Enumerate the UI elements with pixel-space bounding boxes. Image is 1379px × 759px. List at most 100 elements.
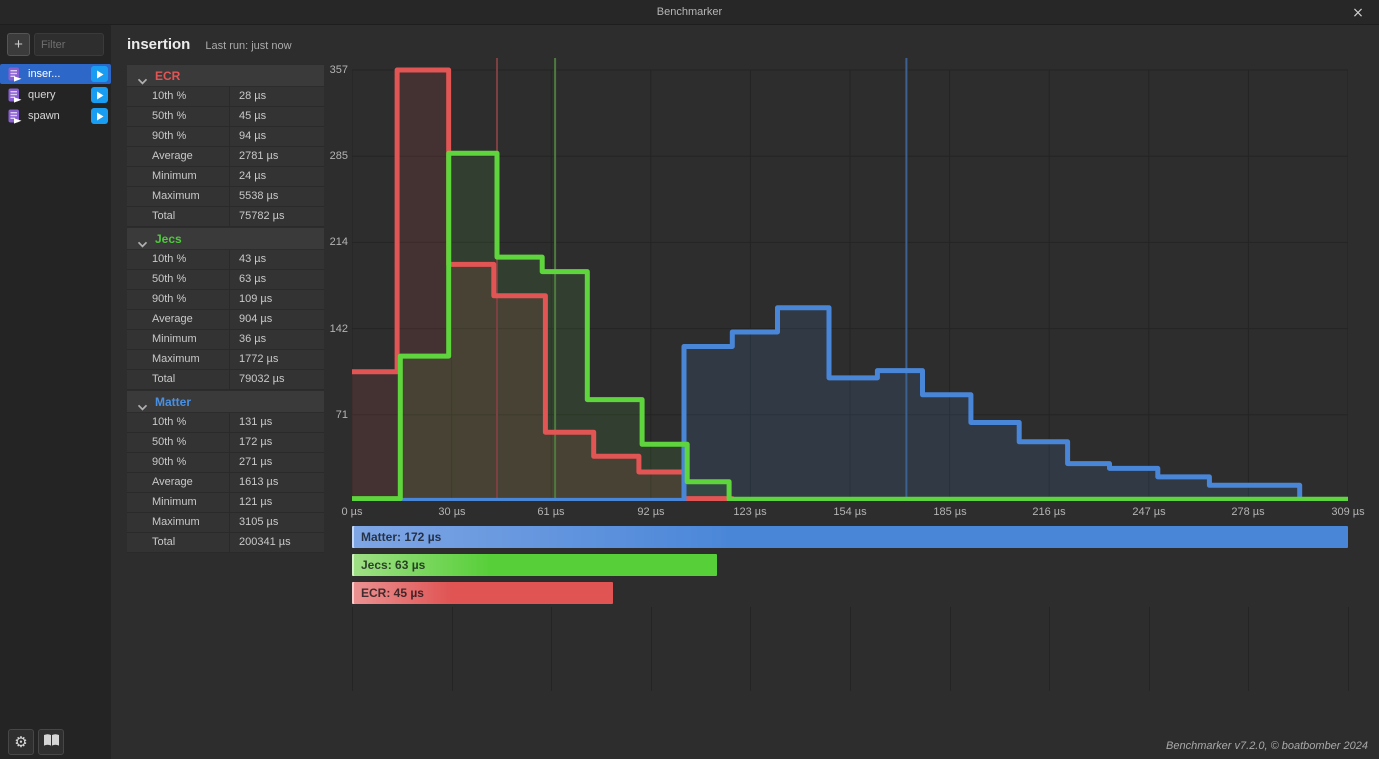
script-icon (8, 67, 22, 82)
grid-line (750, 607, 751, 691)
stats-section-title: Matter (155, 394, 192, 409)
legend-bar-ecr: ECR: 45 µs (352, 582, 613, 604)
stats-section-title: Jecs (155, 231, 182, 246)
grid-line (1149, 607, 1150, 691)
grid-line (850, 607, 851, 691)
y-axis-tick: 357 (329, 64, 348, 76)
stat-value: 63 µs (239, 273, 267, 285)
stat-value: 109 µs (239, 293, 273, 305)
stat-value: 1613 µs (239, 476, 279, 488)
stat-row: 10th % 28 µs (127, 87, 324, 107)
chevron-down-icon (137, 235, 148, 248)
chevron-down-icon (137, 398, 148, 411)
legend-bar-label: Jecs: 63 µs (361, 558, 426, 572)
legend-bar-label: Matter: 172 µs (361, 530, 442, 544)
y-axis-tick: 285 (329, 150, 348, 162)
stat-row: Average 1613 µs (127, 473, 324, 493)
legend-bar-matter: Matter: 172 µs (352, 526, 1348, 548)
stat-row: 50th % 63 µs (127, 270, 324, 290)
stats-section-title: ECR (155, 68, 181, 83)
book-icon (43, 733, 60, 751)
sidebar-item-spawn[interactable]: spawn (0, 106, 111, 126)
stats-section-header-jecs[interactable]: Jecs (127, 227, 324, 250)
stat-value: 271 µs (239, 456, 273, 468)
stat-row: Maximum 3105 µs (127, 513, 324, 533)
stat-row: Minimum 24 µs (127, 167, 324, 187)
stat-row: 90th % 94 µs (127, 127, 324, 147)
stats-section-header-ecr[interactable]: ECR (127, 64, 324, 87)
stat-value: 79032 µs (239, 373, 285, 385)
histogram-plot (352, 58, 1348, 501)
run-button[interactable] (91, 108, 108, 124)
filter-input[interactable] (34, 33, 104, 56)
stat-label: 10th % (127, 413, 230, 432)
sidebar-item-inser[interactable]: inser... (0, 64, 111, 84)
stat-row: 90th % 271 µs (127, 453, 324, 473)
stat-label: 90th % (127, 290, 230, 309)
grid-line (452, 607, 453, 691)
run-button[interactable] (91, 66, 108, 82)
stat-label: Maximum (127, 187, 230, 206)
gear-icon: ⚙ (14, 733, 28, 751)
stat-row: 50th % 45 µs (127, 107, 324, 127)
x-axis-tick: 216 µs (1032, 506, 1066, 518)
stat-row: Total 79032 µs (127, 370, 324, 390)
stat-label: Total (127, 370, 230, 389)
play-icon (96, 112, 103, 120)
sidebar-item-label: inser... (28, 68, 61, 80)
stat-row: Total 200341 µs (127, 533, 324, 553)
page-title: insertion (127, 36, 191, 53)
stat-label: 90th % (127, 127, 230, 146)
stat-value: 75782 µs (239, 210, 285, 222)
grid-line (551, 607, 552, 691)
stat-label: Average (127, 310, 230, 329)
stat-value: 94 µs (239, 130, 267, 142)
window-title: Benchmarker (656, 6, 723, 18)
benchmark-list: inser... query spawn (0, 64, 111, 127)
stat-label: 10th % (127, 250, 230, 269)
x-axis-tick: 92 µs (637, 506, 665, 518)
docs-button[interactable] (38, 729, 64, 755)
x-axis-tick: 61 µs (537, 506, 565, 518)
stat-row: 10th % 43 µs (127, 250, 324, 270)
play-icon (96, 91, 103, 99)
main-area: insertion Last run: just now ECR 10th % 28… (111, 25, 1379, 759)
stat-value: 904 µs (239, 313, 273, 325)
script-icon (8, 109, 22, 124)
stat-row: 50th % 172 µs (127, 433, 324, 453)
stat-value: 172 µs (239, 436, 273, 448)
sidebar-item-label: query (28, 89, 56, 101)
stat-label: 10th % (127, 87, 230, 106)
settings-button[interactable]: ⚙ (8, 729, 34, 755)
stats-section-header-matter[interactable]: Matter (127, 390, 324, 413)
y-axis-tick: 214 (329, 236, 348, 248)
stat-value: 43 µs (239, 253, 267, 265)
stat-value: 45 µs (239, 110, 267, 122)
stat-label: 50th % (127, 270, 230, 289)
stat-row: 10th % 131 µs (127, 413, 324, 433)
titlebar: Benchmarker × (0, 0, 1379, 25)
x-axis-tick: 123 µs (733, 506, 767, 518)
sidebar-item-query[interactable]: query (0, 85, 111, 105)
stat-row: 90th % 109 µs (127, 290, 324, 310)
chart: 71 142 214 285 357 0 µs 30 µs 61 µs 92 µs 123 µs… (330, 58, 1365, 708)
grid-line (1348, 607, 1349, 691)
run-button[interactable] (91, 87, 108, 103)
stat-value: 1772 µs (239, 353, 279, 365)
x-axis-tick: 0 µs (341, 506, 363, 518)
y-axis-tick: 71 (335, 409, 348, 421)
stat-value: 200341 µs (239, 536, 291, 548)
grid-line (651, 607, 652, 691)
stat-label: Minimum (127, 330, 230, 349)
stat-row: Total 75782 µs (127, 207, 324, 227)
add-benchmark-button[interactable]: + (7, 33, 30, 56)
stat-row: Minimum 36 µs (127, 330, 324, 350)
stat-label: 90th % (127, 453, 230, 472)
close-button[interactable]: × (1347, 0, 1369, 25)
stat-label: 50th % (127, 107, 230, 126)
stat-row: Maximum 5538 µs (127, 187, 324, 207)
stat-value: 36 µs (239, 333, 267, 345)
stat-label: Minimum (127, 493, 230, 512)
stats-panel: ECR 10th % 28 µs 50th % 45 µs 90th % 94 µs Aver… (127, 64, 324, 553)
x-axis-tick: 185 µs (933, 506, 967, 518)
